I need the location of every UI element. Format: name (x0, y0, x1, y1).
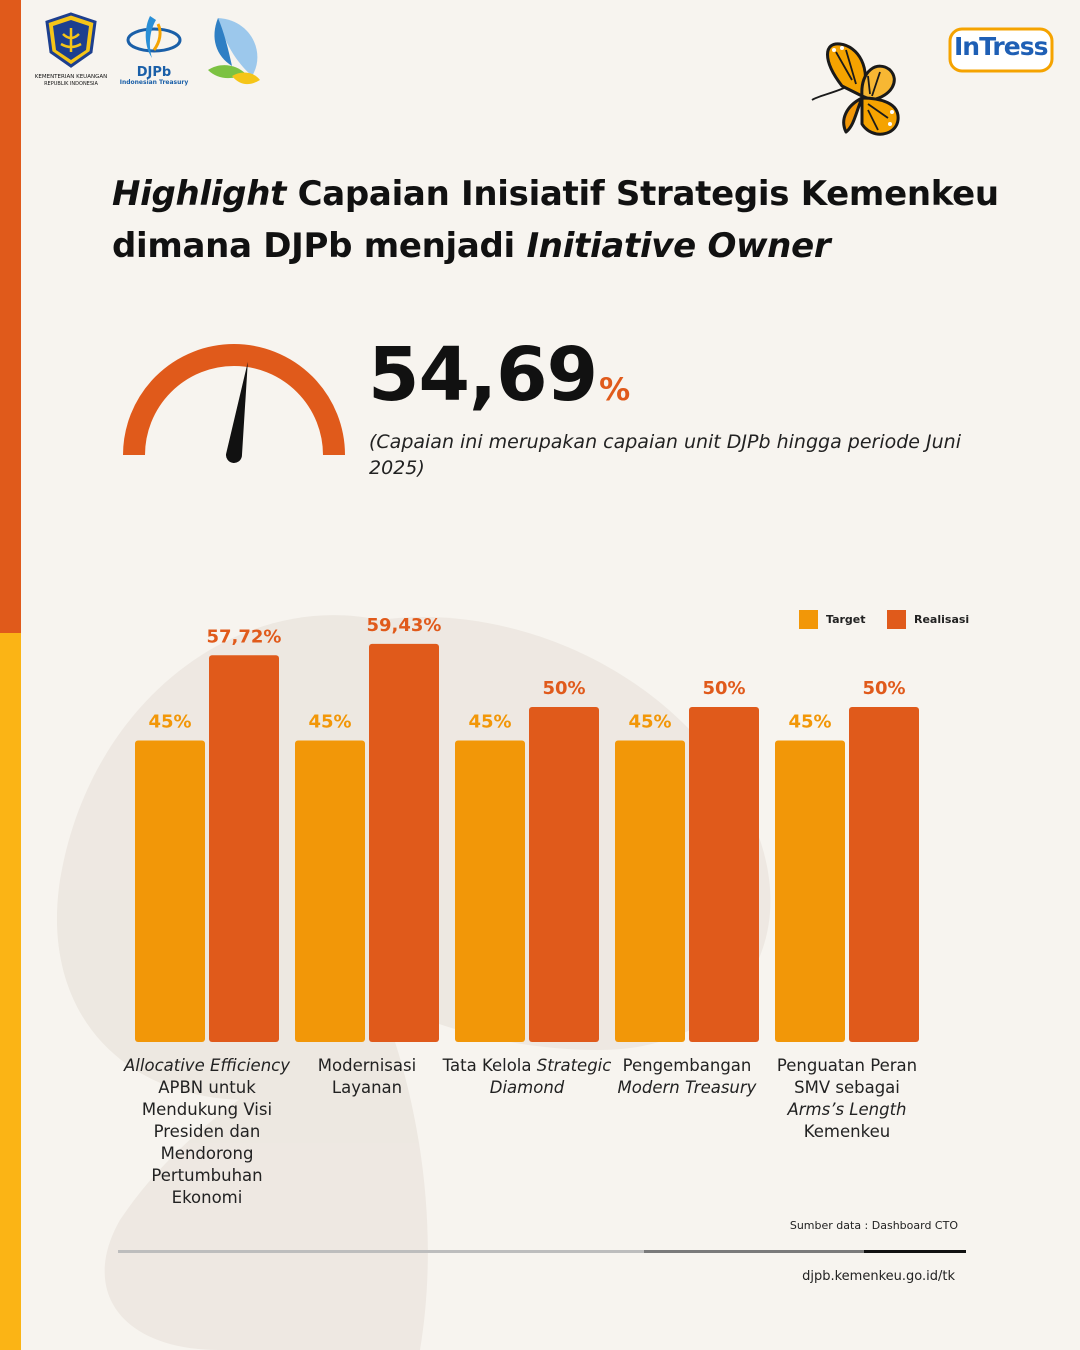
page-title: Highlight Capaian Inisiatif Strategis Ke… (112, 168, 1012, 272)
bar-target-4 (615, 740, 685, 1042)
category-label-5-line-1: Penguatan Peran (762, 1055, 932, 1077)
headline-value: 54,69% (368, 330, 630, 435)
intress-logo: InTress (948, 27, 1054, 73)
category-label-3: Tata Kelola Strategic Diamond (442, 1055, 612, 1099)
title-initiative-owner: Initiative Owner (526, 226, 831, 266)
bar-label-realisasi-1: 57,72% (207, 626, 282, 647)
djpb-emblem-icon (126, 16, 182, 58)
leaf-logo-icon (208, 18, 260, 85)
category-label-text: Mendorong (160, 1144, 254, 1163)
bar-target-3 (455, 740, 525, 1042)
category-label-5: Penguatan Peran SMV sebagai Arms’s Length K… (762, 1055, 932, 1143)
category-label-text: Modern Treasury (617, 1078, 757, 1097)
intress-frame-icon (948, 27, 1054, 73)
bar-label-realisasi-3: 50% (542, 678, 585, 699)
category-label-text: Presiden dan (153, 1122, 261, 1141)
kemenkeu-logo-line2: REPUBLIK INDONESIA (44, 81, 98, 87)
footer-rule-mid (644, 1250, 864, 1253)
bar-realisasi-1 (209, 655, 279, 1042)
title-highlight-word: Highlight (112, 174, 287, 214)
footer-rule-dark (864, 1250, 966, 1253)
gauge-needle (226, 362, 248, 463)
category-label-1-line-7: Ekonomi (122, 1187, 292, 1209)
category-label-text: SMV sebagai (794, 1078, 900, 1097)
category-label-1: Allocative Efficiency APBN untuk Mendukung… (122, 1055, 292, 1209)
bar-label-target-2: 45% (308, 712, 351, 733)
bar-realisasi-2 (369, 643, 439, 1042)
bar-realisasi-5 (849, 707, 919, 1042)
bar-target-5 (775, 740, 845, 1042)
category-label-1-line-4: Presiden dan (122, 1121, 292, 1143)
category-label-text: Arms’s Length (787, 1100, 907, 1119)
djpb-logo-name: DJPb (136, 65, 172, 80)
side-stripe-yellow (0, 633, 21, 1350)
legend-target: Target (799, 609, 866, 629)
bar-label-realisasi-4: 50% (702, 678, 745, 699)
category-label-text: Penguatan Peran (776, 1056, 918, 1075)
legend-realisasi: Realisasi (887, 609, 969, 629)
bar-target-2 (295, 740, 365, 1042)
djpb-logo: DJPb Indonesian Treasury (118, 14, 190, 94)
intress-logo-text: InTress (954, 32, 1048, 61)
category-label-text: Diamond (489, 1078, 565, 1097)
category-label-1-line-6: Pertumbuhan (122, 1165, 292, 1187)
bar-label-target-5: 45% (788, 712, 831, 733)
category-label-2-line-2: Layanan (282, 1077, 452, 1099)
gauge-icon (123, 344, 345, 463)
bar-target-1 (135, 740, 205, 1042)
category-label-3-line-2: Diamond (442, 1077, 612, 1099)
bar-label-realisasi-5: 50% (862, 678, 905, 699)
category-label-text: Pertumbuhan (151, 1166, 263, 1185)
category-label-text: APBN untuk (158, 1078, 256, 1097)
headline-number: 54,69 (368, 332, 598, 418)
category-label-text: Ekonomi (171, 1188, 243, 1207)
category-label-5-line-2: SMV sebagai (762, 1077, 932, 1099)
source-note: Sumber data : Dashboard CTO (789, 1219, 958, 1232)
category-label-text: Kemenkeu (803, 1122, 891, 1141)
side-stripe-orange (0, 0, 21, 633)
category-label-text: Pengembangan (622, 1056, 752, 1075)
category-label-text: Modernisasi (317, 1056, 417, 1075)
category-label-1-line-5: Mendorong (122, 1143, 292, 1165)
kemenkeu-logo-line1: KEMENTERIAN KEUANGAN (34, 74, 108, 80)
category-label-5-line-3: Arms’s Length (762, 1099, 932, 1121)
category-label-3-line-1: Tata Kelola Strategic (442, 1055, 612, 1077)
category-label-4: Pengembangan Modern Treasury (602, 1055, 772, 1099)
bar-realisasi-4 (689, 707, 759, 1042)
headline-unit: % (599, 372, 630, 408)
legend-realisasi-label: Realisasi (914, 612, 970, 626)
category-label-1-line-3: Mendukung Visi (122, 1099, 292, 1121)
category-label-text: Strategic (536, 1056, 612, 1075)
bar-label-target-4: 45% (628, 712, 671, 733)
category-label-5-line-4: Kemenkeu (762, 1121, 932, 1143)
title-middle-text: Capaian Inisiatif Strategis Kemenkeu dim… (112, 174, 999, 266)
legend-realisasi-swatch (887, 609, 906, 629)
bar-label-target-1: 45% (148, 712, 191, 733)
category-label-4-line-2: Modern Treasury (602, 1077, 772, 1099)
bar-label-realisasi-2: 59,43% (367, 615, 442, 636)
djpb-logo-tagline: Indonesian Treasury (119, 79, 189, 86)
legend-target-label: Target (826, 612, 866, 626)
kemenkeu-logo: KEMENTERIAN KEUANGAN REPUBLIK INDONESIA (32, 12, 110, 94)
headline-note: (Capaian ini merupakan capaian unit DJPb… (369, 431, 961, 479)
category-label-1-line-1: Allocative Efficiency (122, 1055, 292, 1077)
category-label-text: Tata Kelola (442, 1056, 537, 1075)
footer-rule-light (118, 1250, 644, 1253)
category-label-text: Layanan (331, 1078, 403, 1097)
bar-label-target-3: 45% (468, 712, 511, 733)
category-label-text: Mendukung Visi (141, 1100, 273, 1119)
category-label-text: Allocative Efficiency (124, 1056, 290, 1075)
bar-realisasi-3 (529, 707, 599, 1042)
category-label-2-line-1: Modernisasi (282, 1055, 452, 1077)
gauge-arc (123, 344, 345, 456)
category-label-1-line-2: APBN untuk (122, 1077, 292, 1099)
legend-target-swatch (799, 609, 818, 629)
category-label-2: Modernisasi Layanan (282, 1055, 452, 1099)
footer-url: djpb.kemenkeu.go.id/tk (802, 1269, 955, 1284)
butterfly-icon (811, 42, 900, 136)
category-label-4-line-1: Pengembangan (602, 1055, 772, 1077)
kemenkeu-emblem-icon (45, 12, 97, 68)
